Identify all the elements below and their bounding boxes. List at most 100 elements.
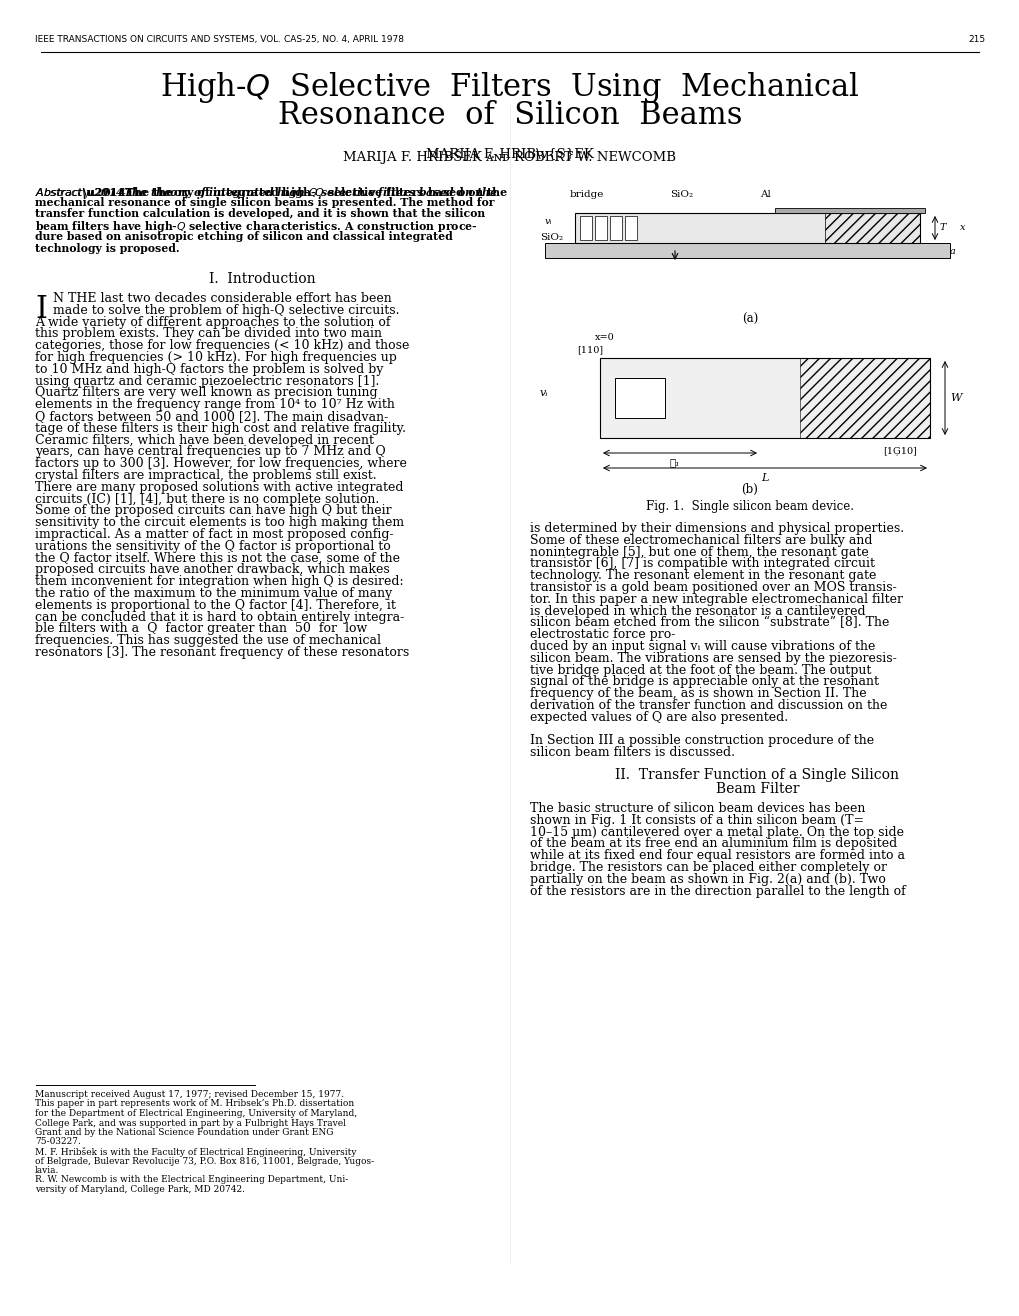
Text: transfer function calculation is developed, and it is shown that the silicon: transfer function calculation is develop… bbox=[35, 208, 485, 218]
Text: of the resistors are in the direction parallel to the length of: of the resistors are in the direction pa… bbox=[530, 884, 905, 898]
Text: ℓ₁: ℓ₁ bbox=[669, 458, 680, 467]
Text: duced by an input signal vᵢ will cause vibrations of the: duced by an input signal vᵢ will cause v… bbox=[530, 640, 874, 653]
Text: Some of the proposed circuits can have high Q but their: Some of the proposed circuits can have h… bbox=[35, 504, 391, 517]
Text: shown in Fig. 1 It consists of a thin silicon beam (T=: shown in Fig. 1 It consists of a thin si… bbox=[530, 813, 863, 826]
Text: R. W. Newcomb is with the Electrical Engineering Department, Uni-: R. W. Newcomb is with the Electrical Eng… bbox=[35, 1175, 347, 1184]
Text: resonators [3]. The resonant frequency of these resonators: resonators [3]. The resonant frequency o… bbox=[35, 646, 409, 659]
Text: Q factors between 50 and 1000 [2]. The main disadvan-: Q factors between 50 and 1000 [2]. The m… bbox=[35, 411, 388, 422]
Text: can be concluded that it is hard to obtain entirely integra-: can be concluded that it is hard to obta… bbox=[35, 611, 404, 624]
Text: bridge. The resistors can be placed either completely or: bridge. The resistors can be placed eith… bbox=[530, 861, 887, 874]
Text: silicon beam filters is discussed.: silicon beam filters is discussed. bbox=[530, 746, 735, 759]
Bar bbox=[575, 213, 919, 243]
Text: ble filters with a  Q  factor greater than  50  for  low: ble filters with a Q factor greater than… bbox=[35, 622, 367, 636]
Text: vᵢ: vᵢ bbox=[544, 217, 552, 225]
Text: tage of these filters is their high cost and relative fragility.: tage of these filters is their high cost… bbox=[35, 422, 406, 434]
Bar bbox=[539, 188, 959, 318]
Bar bbox=[774, 208, 924, 213]
Text: SiO₂: SiO₂ bbox=[669, 190, 693, 199]
Text: Ceramic filters, which have been developed in recent: Ceramic filters, which have been develop… bbox=[35, 433, 374, 446]
Text: $\it{Abstract}$\u2014The theory of integrated high-$\it{Q}$ selective filters ba: $\it{Abstract}$\u2014The theory of integ… bbox=[35, 186, 507, 200]
Text: lavia.: lavia. bbox=[35, 1166, 59, 1175]
Text: mechanical resonance of single silicon beams is presented. The method for: mechanical resonance of single silicon b… bbox=[35, 196, 494, 208]
Text: nonintegrable [5], but one of them, the resonant gate: nonintegrable [5], but one of them, the … bbox=[530, 546, 868, 558]
Text: is determined by their dimensions and physical properties.: is determined by their dimensions and ph… bbox=[530, 522, 903, 536]
Bar bbox=[614, 378, 664, 418]
Text: of the beam at its free end an aluminium film is deposited: of the beam at its free end an aluminium… bbox=[530, 837, 897, 850]
Text: Manuscript received August 17, 1977; revised December 15, 1977.: Manuscript received August 17, 1977; rev… bbox=[35, 1090, 343, 1099]
Bar bbox=[599, 358, 929, 438]
Text: The basic structure of silicon beam devices has been: The basic structure of silicon beam devi… bbox=[530, 801, 864, 815]
Text: 75-03227.: 75-03227. bbox=[35, 1137, 81, 1146]
Text: L: L bbox=[760, 472, 768, 483]
Text: x: x bbox=[959, 224, 965, 233]
Text: IEEE TRANSACTIONS ON CIRCUITS AND SYSTEMS, VOL. CAS-25, NO. 4, APRIL 1978: IEEE TRANSACTIONS ON CIRCUITS AND SYSTEM… bbox=[35, 36, 404, 43]
Bar bbox=[544, 243, 949, 258]
Text: crystal filters are impractical, the problems still exist.: crystal filters are impractical, the pro… bbox=[35, 468, 376, 482]
Text: elements in the frequency range from 10⁴ to 10⁷ Hz with: elements in the frequency range from 10⁴… bbox=[35, 399, 394, 411]
Text: Fig. 1.  Single silicon beam device.: Fig. 1. Single silicon beam device. bbox=[645, 500, 853, 513]
Text: M. F. Hribšek is with the Faculty of Electrical Engineering, University: M. F. Hribšek is with the Faculty of Ele… bbox=[35, 1148, 357, 1157]
Bar bbox=[625, 216, 637, 240]
Text: There are many proposed solutions with active integrated: There are many proposed solutions with a… bbox=[35, 480, 404, 494]
Text: sensitivity to the circuit elements is too high making them: sensitivity to the circuit elements is t… bbox=[35, 516, 404, 529]
Text: impractical. As a matter of fact in most proposed config-: impractical. As a matter of fact in most… bbox=[35, 528, 393, 541]
Text: expected values of Q are also presented.: expected values of Q are also presented. bbox=[530, 711, 788, 724]
Text: factors up to 300 [3]. However, for low frequencies, where: factors up to 300 [3]. However, for low … bbox=[35, 457, 407, 470]
Text: derivation of the transfer function and discussion on the: derivation of the transfer function and … bbox=[530, 699, 887, 712]
Text: II.  Transfer Function of a Single Silicon: II. Transfer Function of a Single Silico… bbox=[614, 769, 899, 782]
Text: elements is proportional to the Q factor [4]. Therefore, it: elements is proportional to the Q factor… bbox=[35, 599, 395, 612]
Text: MARIJA F. HRIB\v{S}EK: MARIJA F. HRIB\v{S}EK bbox=[426, 147, 593, 161]
Text: while at its fixed end four equal resistors are formed into a: while at its fixed end four equal resist… bbox=[530, 849, 904, 862]
Text: T: T bbox=[940, 224, 946, 233]
Text: I.  Introduction: I. Introduction bbox=[209, 272, 316, 286]
Text: ωᴅ: ωᴅ bbox=[633, 391, 646, 400]
Text: 10–15 μm) cantilevered over a metal plate. On the top side: 10–15 μm) cantilevered over a metal plat… bbox=[530, 825, 903, 838]
Text: I: I bbox=[35, 293, 47, 325]
Text: for high frequencies (> 10 kHz). For high frequencies up: for high frequencies (> 10 kHz). For hig… bbox=[35, 351, 396, 365]
Text: tor. In this paper a new integrable electromechanical filter: tor. In this paper a new integrable elec… bbox=[530, 592, 902, 605]
Text: Quartz filters are very well known as precision tuning: Quartz filters are very well known as pr… bbox=[35, 387, 377, 399]
Text: In Section III a possible construction procedure of the: In Section III a possible construction p… bbox=[530, 734, 873, 747]
Text: Beam Filter: Beam Filter bbox=[715, 782, 799, 796]
Text: proposed circuits have another drawback, which makes: proposed circuits have another drawback,… bbox=[35, 563, 389, 576]
Text: SiO₂: SiO₂ bbox=[539, 233, 562, 242]
Text: categories, those for low frequencies (< 10 kHz) and those: categories, those for low frequencies (<… bbox=[35, 340, 409, 353]
Text: urations the sensitivity of the Q factor is proportional to: urations the sensitivity of the Q factor… bbox=[35, 540, 390, 553]
Text: signal of the bridge is appreciable only at the resonant: signal of the bridge is appreciable only… bbox=[530, 675, 878, 688]
Text: A wide variety of different approaches to the solution of: A wide variety of different approaches t… bbox=[35, 316, 390, 329]
Bar bbox=[594, 216, 606, 240]
Text: versity of Maryland, College Park, MD 20742.: versity of Maryland, College Park, MD 20… bbox=[35, 1184, 245, 1194]
Text: years, can have central frequencies up to 7 MHz and Q: years, can have central frequencies up t… bbox=[35, 445, 385, 458]
Text: the ratio of the maximum to the minimum value of many: the ratio of the maximum to the minimum … bbox=[35, 587, 392, 600]
Text: transistor is a gold beam positioned over an MOS transis-: transistor is a gold beam positioned ove… bbox=[530, 580, 896, 594]
Text: W: W bbox=[949, 393, 961, 403]
Text: vᵢ: vᵢ bbox=[539, 388, 548, 397]
Text: N THE last two decades considerable effort has been: N THE last two decades considerable effo… bbox=[53, 292, 391, 305]
Text: transistor [6], [7] is compatible with integrated circuit: transistor [6], [7] is compatible with i… bbox=[530, 558, 874, 570]
Text: Al: Al bbox=[759, 190, 770, 199]
Bar bbox=[609, 216, 622, 240]
Text: tive bridge placed at the foot of the beam. The output: tive bridge placed at the foot of the be… bbox=[530, 663, 870, 676]
Text: them inconvenient for integration when high Q is desired:: them inconvenient for integration when h… bbox=[35, 575, 404, 588]
Bar bbox=[580, 216, 591, 240]
Text: $\it{Abstract}$\u2014The theory of integrated high-$\it{Q}$ selective filters ba: $\it{Abstract}$\u2014The theory of integ… bbox=[35, 186, 497, 200]
Text: Grant and by the National Science Foundation under Grant ENG: Grant and by the National Science Founda… bbox=[35, 1128, 333, 1137]
Text: using quartz and ceramic piezoelectric resonators [1].: using quartz and ceramic piezoelectric r… bbox=[35, 375, 379, 388]
Text: made to solve the problem of high-Q selective circuits.: made to solve the problem of high-Q sele… bbox=[53, 304, 399, 317]
Text: [110]: [110] bbox=[577, 345, 602, 354]
Text: bridge: bridge bbox=[570, 190, 604, 199]
Text: Resonance  of  Silicon  Beams: Resonance of Silicon Beams bbox=[277, 100, 742, 132]
Text: x=0: x=0 bbox=[594, 333, 614, 342]
Text: College Park, and was supported in part by a Fulbright Hays Travel: College Park, and was supported in part … bbox=[35, 1119, 345, 1128]
Text: the Q factor itself. Where this is not the case, some of the: the Q factor itself. Where this is not t… bbox=[35, 551, 399, 565]
Text: (b): (b) bbox=[741, 483, 758, 496]
Text: frequencies. This has suggested the use of mechanical: frequencies. This has suggested the use … bbox=[35, 634, 381, 647]
Text: Some of these electromechanical filters are bulky and: Some of these electromechanical filters … bbox=[530, 534, 871, 547]
Text: dure based on anisotropic etching of silicon and classical integrated: dure based on anisotropic etching of sil… bbox=[35, 232, 452, 242]
Text: This paper in part represents work of M. Hribsek’s Ph.D. dissertation: This paper in part represents work of M.… bbox=[35, 1099, 354, 1108]
Text: is developed in which the resonator is a cantilevered: is developed in which the resonator is a… bbox=[530, 604, 865, 617]
Text: of Belgrade, Bulevar Revolucije 73, P.O. Box 816, 11001, Belgrade, Yugos-: of Belgrade, Bulevar Revolucije 73, P.O.… bbox=[35, 1157, 374, 1166]
Text: frequency of the beam, as is shown in Section II. The: frequency of the beam, as is shown in Se… bbox=[530, 687, 866, 700]
Text: this problem exists. They can be divided into two main: this problem exists. They can be divided… bbox=[35, 328, 382, 341]
Text: partially on the beam as shown in Fig. 2(a) and (b). Two: partially on the beam as shown in Fig. 2… bbox=[530, 873, 886, 886]
